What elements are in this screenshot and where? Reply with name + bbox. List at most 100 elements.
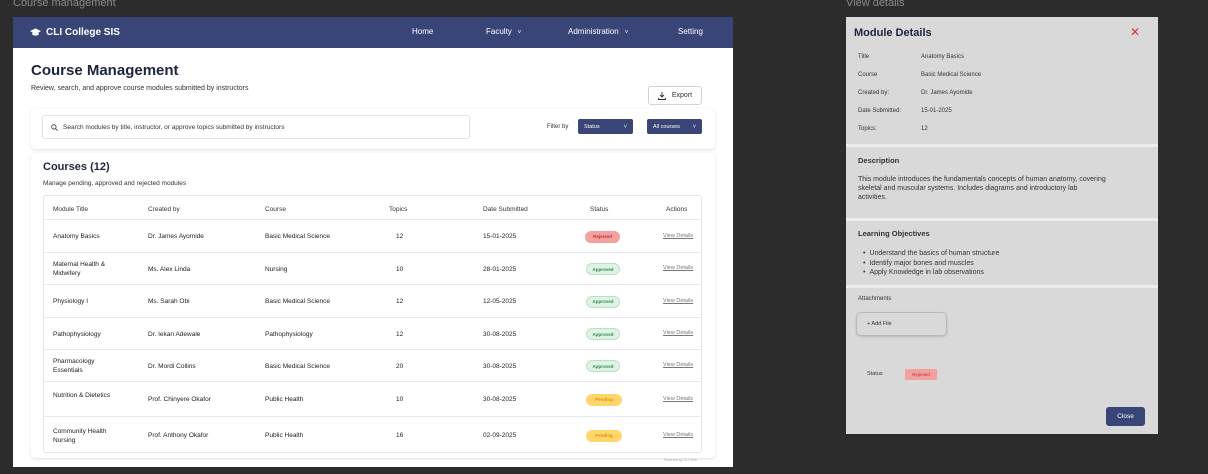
nav-administration[interactable]: Administration ˅ xyxy=(568,27,628,36)
cell-created-by: Ms. Sarah Obi xyxy=(148,298,190,305)
view-details-link[interactable]: View Details xyxy=(663,362,694,368)
cell-course: Nursing xyxy=(265,265,288,273)
page-title: Course Management xyxy=(31,62,179,79)
field-value: Basic Medical Science xyxy=(921,72,982,78)
cell-topics: 10 xyxy=(396,396,404,403)
view-details-link[interactable]: View Details xyxy=(663,265,694,271)
cell-date: 12-05-2025 xyxy=(483,298,517,305)
modal-title: Module Details xyxy=(854,27,932,39)
view-details-link[interactable]: View Details xyxy=(663,431,694,438)
chevron-down-icon: ˅ xyxy=(517,30,522,36)
attachments-label: Attachments xyxy=(858,296,892,302)
cell-course: Public Health xyxy=(265,432,304,439)
graduation-cap-icon xyxy=(30,28,41,36)
nav-home[interactable]: Home xyxy=(412,27,434,36)
courses-title: Courses (12) xyxy=(43,161,110,173)
status-badge: Approved xyxy=(586,328,620,340)
footer-note: Powered by CLI Tech xyxy=(664,458,698,462)
status-filter-dropdown[interactable]: Status ˅ xyxy=(578,119,633,134)
cell-course: Basic Medical Science xyxy=(265,233,331,240)
table-row: Maternal Health & Midwifery Ms. Alex Lind… xyxy=(44,252,701,284)
cell-date: 02-09-2025 xyxy=(483,432,517,439)
cell-course: Public Health xyxy=(265,396,304,403)
chevron-down-icon: ˅ xyxy=(692,123,696,130)
module-details-modal: Module Details ✕ Title Anatomy Basics Cour… xyxy=(846,17,1158,434)
page-subtitle: Review, search, and approve course modul… xyxy=(31,85,249,92)
cell-date: 30-08-2025 xyxy=(483,330,517,338)
cell-module-title: Nutrition & Dietetics xyxy=(53,391,111,399)
col-status: Status xyxy=(590,206,609,213)
cell-created-by: Ms. Alex Linda xyxy=(148,265,191,273)
col-course: Course xyxy=(265,206,286,213)
search-placeholder: Search modules by title, instructor, or … xyxy=(63,123,285,131)
chevron-down-icon: ˅ xyxy=(623,123,627,130)
status-badge: Rejected xyxy=(585,230,620,243)
field-key: Title xyxy=(858,54,870,60)
cell-created-by: Prof. Chinyere Okafor xyxy=(148,396,211,403)
brand-name: CLI College SIS xyxy=(46,27,120,38)
divider xyxy=(846,144,1158,147)
cell-topics: 12 xyxy=(396,298,404,305)
cell-course: Basic Medical Science xyxy=(265,298,331,305)
nav-setting[interactable]: Setting xyxy=(678,27,703,36)
table-row: Anatomy Basics Dr. James Ayomide Basic Med… xyxy=(44,219,701,252)
top-navbar: CLI College SIS xyxy=(13,17,733,48)
cell-created-by: Dr. Mordi Collins xyxy=(148,362,196,370)
objectives-title: Learning Objectives xyxy=(858,229,930,238)
table-row: Physiology I Ms. Sarah Obi Basic Medical S… xyxy=(44,284,701,317)
view-details-link[interactable]: View Details xyxy=(663,232,694,239)
field-value: Dr. James Ayomide xyxy=(921,90,973,96)
cell-date: 30-08-2025 xyxy=(483,396,517,403)
cell-module-title: Maternal Health & Midwifery xyxy=(53,261,106,277)
description-text: This module introduces the fundamentals … xyxy=(858,176,1106,201)
add-file-button[interactable]: + Add File xyxy=(856,312,947,336)
status-badge: Approved xyxy=(586,295,620,308)
table-row: Community Health Nursing Prof. Anthony Ok… xyxy=(44,416,701,453)
brand[interactable]: CLI College SIS xyxy=(30,27,120,38)
col-actions: Actions xyxy=(666,206,688,213)
view-details-link[interactable]: View Details xyxy=(663,395,694,402)
courses-card: Courses (12) Manage pending, approved an… xyxy=(31,153,715,458)
objectives-list: Understand the basics of human structure… xyxy=(863,249,999,278)
cell-module-title: Community Health Nursing xyxy=(53,427,107,444)
courses-subtitle: Manage pending, approved and rejected mo… xyxy=(43,180,187,187)
divider xyxy=(846,218,1158,221)
status-label: Status xyxy=(867,371,883,377)
search-input[interactable]: Search modules by title, instructor, or … xyxy=(42,115,470,139)
col-created-by: Created by xyxy=(148,206,180,213)
field-key: Date Submitted: xyxy=(858,108,902,114)
field-value: Anatomy Basics xyxy=(921,54,965,60)
nav-administration-label: Administration xyxy=(568,27,619,36)
field-value: 12 xyxy=(921,126,928,132)
courses-table: Module Title Created by Course Topics Da… xyxy=(43,195,702,453)
cell-topics: 12 xyxy=(396,330,404,338)
status-badge: Approved xyxy=(586,360,620,372)
close-button[interactable]: Close xyxy=(1106,407,1145,426)
download-icon xyxy=(657,91,666,100)
view-details-link[interactable]: View Details xyxy=(663,330,694,336)
divider xyxy=(846,285,1158,288)
frame-label-course-management: Course management xyxy=(13,0,116,9)
objective-item: Identify major bones and muscles xyxy=(863,259,999,269)
close-icon[interactable]: ✕ xyxy=(1130,25,1141,39)
status-badge: Pending xyxy=(586,393,622,406)
cell-created-by: Prof. Anthony Okafor xyxy=(148,432,209,439)
objective-item: Understand the basics of human structure xyxy=(863,249,999,259)
status-badge: Approved xyxy=(586,263,620,275)
nav-faculty[interactable]: Faculty ˅ xyxy=(486,27,521,36)
export-button[interactable]: Export xyxy=(648,86,702,105)
cell-module-title: Pathophysiology xyxy=(53,330,101,338)
view-details-link[interactable]: View Details xyxy=(663,297,694,304)
table-row: Nutrition & Dietetics Prof. Chinyere Okaf… xyxy=(44,381,701,416)
field-key: Created by: xyxy=(858,90,890,96)
export-label: Export xyxy=(671,92,693,99)
course-filter-value: All courses xyxy=(653,123,680,130)
cell-topics: 16 xyxy=(396,432,404,439)
table-row: Pharmacology Essentials Dr. Mordi Collins… xyxy=(44,349,701,381)
field-key: Course xyxy=(858,72,878,78)
nav-faculty-label: Faculty xyxy=(486,27,512,36)
status-badge: Pending xyxy=(586,429,622,442)
course-filter-dropdown[interactable]: All courses ˅ xyxy=(647,119,702,134)
cell-topics: 10 xyxy=(396,265,404,273)
cell-date: 28-01-2025 xyxy=(483,265,517,273)
